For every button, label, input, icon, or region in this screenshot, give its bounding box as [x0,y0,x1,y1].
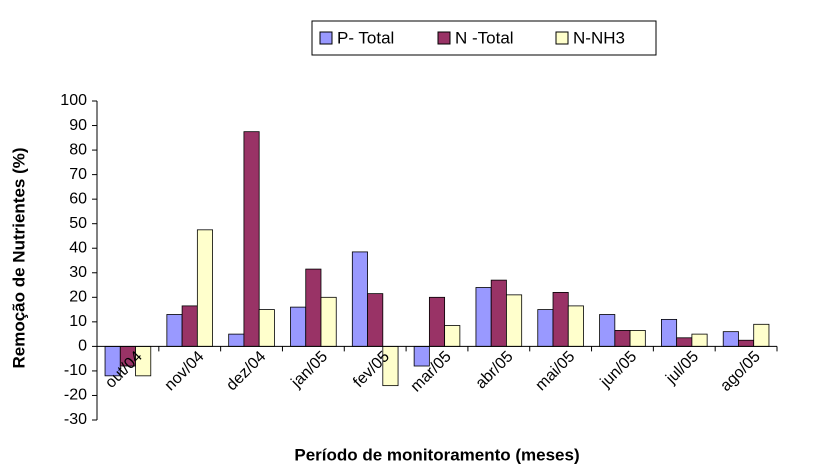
bar [258,309,275,347]
bar [196,229,214,347]
legend-swatch [319,31,333,45]
x-tick-label: jul/05 [662,348,702,388]
bar [305,268,322,347]
y-tick-label: 100 [60,92,87,109]
y-tick-label: 70 [69,166,87,183]
y-tick-label: 0 [78,338,87,355]
x-tick-label: jan/05 [288,348,332,392]
y-tick-label: 30 [69,264,87,281]
legend-label: N -Total [455,28,514,47]
bar [537,309,554,347]
bar [351,251,368,347]
bar [691,333,708,347]
bar [290,306,307,347]
bar [490,279,507,347]
bar [320,296,337,347]
x-tick-label: nov/04 [162,348,208,394]
bar [228,333,245,347]
y-axis-title: Remoção de Nutrientes (%) [9,147,28,368]
y-tick-label: 40 [69,239,87,256]
y-tick-label: 20 [69,289,87,306]
bar [475,287,492,347]
x-tick-label: mai/05 [532,348,578,394]
bar [722,331,739,347]
legend-label: N-NH3 [573,28,625,47]
x-tick-label: ago/05 [717,348,764,395]
bar [181,305,198,347]
y-tick-label: 80 [69,141,87,158]
x-tick-label: jun/05 [597,348,641,392]
bar [599,314,616,347]
bar [629,330,646,347]
bar [567,305,584,347]
legend-label: P- Total [337,28,394,47]
bar [444,325,461,347]
y-tick-label: 10 [69,313,87,330]
y-tick-label: -10 [64,362,87,379]
legend-box [311,20,657,56]
legend-swatch [437,31,451,45]
y-tick-label: 90 [69,117,87,134]
legend-swatch [555,31,569,45]
bar [661,318,678,347]
y-tick-label: -30 [64,411,87,428]
x-axis-title: Período de monitoramento (meses) [294,445,579,464]
bar [367,293,384,347]
bar [166,314,183,347]
x-tick-label: abr/05 [473,348,517,392]
bar [428,296,446,347]
bar [753,323,770,347]
y-tick-label: 60 [69,190,87,207]
bar [738,339,755,347]
bar [552,291,569,347]
x-tick-label: dez/04 [223,348,269,394]
bar [676,337,693,347]
y-tick-label: -20 [64,387,87,404]
bar [614,330,631,347]
bar [506,294,523,347]
bar [243,131,260,347]
y-tick-label: 50 [69,215,87,232]
